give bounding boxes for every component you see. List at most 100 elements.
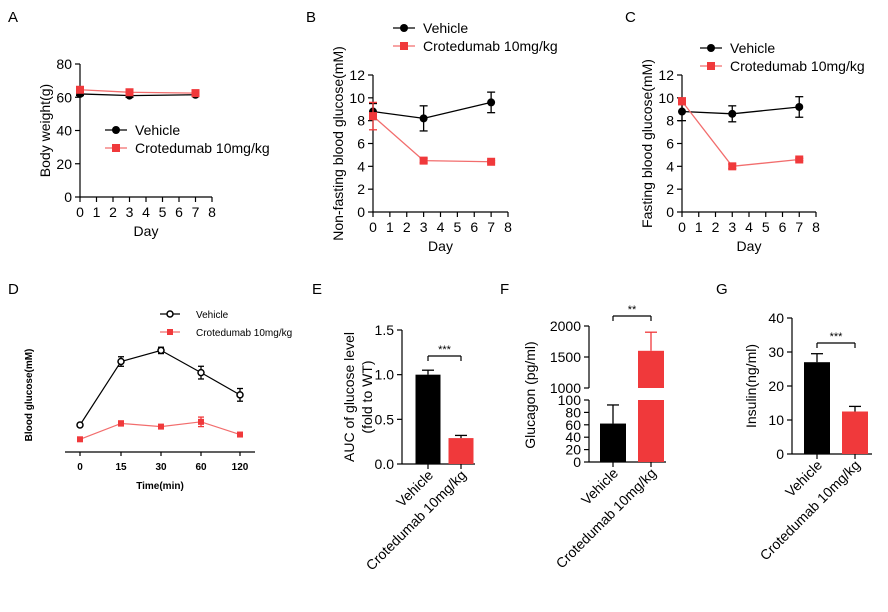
x-tick-label-b: 2 — [403, 219, 411, 235]
x-tick-label-b: 3 — [420, 219, 428, 235]
y-tick-label-a: 60 — [56, 89, 72, 105]
series-line-c-1 — [681, 100, 800, 168]
data-point-b-0 — [419, 114, 428, 123]
y-tick-label-g: 20 — [768, 378, 784, 394]
panel-label-g: G — [716, 281, 728, 298]
y-tick-label-f: 1000 — [550, 380, 581, 396]
x-tick-label-a: 0 — [76, 204, 84, 220]
series-line-a-0 — [79, 93, 196, 97]
legend-marker-d-0 — [166, 310, 174, 318]
data-point-a-1 — [125, 88, 134, 97]
x-tick-label-c: 0 — [678, 219, 686, 235]
y-tick-label-b: 12 — [349, 67, 365, 83]
legend-label-c-0: Vehicle — [730, 40, 775, 56]
y-tick-label-a: 80 — [56, 56, 72, 72]
y-tick-label-b: 2 — [357, 181, 365, 197]
data-point-d-1 — [158, 423, 164, 430]
bar-e-1 — [448, 438, 474, 464]
legend-label-c-1: Crotedumab 10mg/kg — [730, 58, 865, 74]
bar-e-0 — [415, 374, 441, 464]
y-tick-label-f: 40 — [565, 429, 581, 445]
y-tick-label-f: 80 — [565, 404, 581, 420]
y-axis-label-g: Insulin(ng/ml) — [743, 344, 759, 428]
y-tick-label-c: 12 — [658, 67, 674, 83]
legend-marker-b-1 — [400, 42, 408, 50]
y-axis-label-e-line2: (fold to WT) — [359, 360, 375, 433]
x-tick-label-d: 15 — [115, 462, 127, 473]
data-point-d-0 — [197, 368, 205, 377]
y-axis-label-e: AUC of glucose level — [341, 332, 357, 462]
y-tick-label-e: 1.5 — [375, 322, 395, 338]
x-tick-label-d: 60 — [195, 462, 207, 473]
legend-label-b-1: Crotedumab 10mg/kg — [423, 38, 558, 54]
data-point-d-0 — [157, 346, 165, 355]
panel-label-d: D — [8, 281, 19, 298]
legend-marker-a-0 — [112, 126, 120, 134]
x-axis-label-d: Time(min) — [136, 481, 184, 492]
y-tick-label-c: 8 — [666, 113, 674, 129]
y-tick-label-c: 6 — [666, 136, 674, 152]
x-tick-label-d: 0 — [77, 462, 83, 473]
x-tick-label-b: 8 — [504, 219, 512, 235]
x-tick-label-b: 4 — [437, 219, 445, 235]
y-tick-label-f: 100 — [558, 392, 582, 408]
y-tick-label-b: 8 — [357, 113, 365, 129]
significance-label-g: *** — [830, 331, 844, 343]
bar-f-1 — [638, 350, 664, 388]
y-tick-label-c: 10 — [658, 90, 674, 106]
legend-label-a-1: Crotedumab 10mg/kg — [135, 140, 270, 156]
x-tick-label-c: 7 — [795, 219, 803, 235]
legend-marker-c-0 — [707, 44, 715, 52]
y-axis-label-b: Non-fasting blood glucose(mM) — [330, 46, 346, 241]
legend-label-b-0: Vehicle — [423, 20, 468, 36]
y-axis-label-d: Blood glucose(mM) — [24, 349, 35, 442]
x-tick-label-b: 0 — [369, 219, 377, 235]
y-tick-label-f: 0 — [573, 454, 581, 470]
panel-label-b: B — [306, 9, 316, 26]
panel-label-e: E — [312, 281, 322, 298]
data-point-c-1 — [728, 162, 737, 171]
series-line-d-0 — [79, 349, 241, 426]
x-tick-label-b: 6 — [470, 219, 478, 235]
data-point-a-1 — [191, 89, 200, 98]
y-tick-label-e: 0.5 — [375, 411, 395, 427]
panel-label-c: C — [625, 9, 636, 26]
x-tick-label-b: 5 — [453, 219, 461, 235]
x-tick-label-b: 7 — [487, 219, 495, 235]
data-point-d-1 — [237, 431, 243, 438]
x-tick-label-d: 120 — [232, 462, 249, 473]
data-point-d-0 — [236, 391, 244, 399]
x-tick-label-c: 2 — [712, 219, 720, 235]
y-tick-label-a: 40 — [56, 123, 72, 139]
data-point-c-0 — [795, 102, 804, 111]
series-line-b-1 — [372, 115, 492, 163]
legend-label-d-0: Vehicle — [196, 310, 229, 321]
x-tick-label-d: 30 — [155, 462, 167, 473]
data-point-d-0 — [76, 421, 84, 429]
x-tick-label-a: 5 — [159, 204, 167, 220]
data-point-d-1 — [198, 418, 204, 425]
y-tick-label-c: 0 — [666, 204, 674, 220]
y-tick-label-b: 4 — [357, 158, 365, 174]
panel-label-a: A — [8, 9, 18, 26]
x-tick-label-c: 1 — [695, 219, 703, 235]
bar-g-0 — [804, 362, 830, 454]
y-tick-label-g: 30 — [768, 344, 784, 360]
y-tick-label-b: 6 — [357, 136, 365, 152]
panel-label-f: F — [500, 281, 509, 298]
x-tick-label-c: 5 — [762, 219, 770, 235]
series-line-c-0 — [681, 106, 800, 115]
x-tick-label-a: 8 — [208, 204, 216, 220]
x-tick-label-c: 3 — [728, 219, 736, 235]
x-tick-label-a: 6 — [175, 204, 183, 220]
series-line-a-1 — [79, 89, 196, 94]
significance-label-e: *** — [438, 344, 452, 356]
data-point-a-1 — [76, 85, 84, 94]
y-tick-label-g: 0 — [776, 446, 784, 462]
x-axis-label-c: Day — [737, 238, 762, 254]
bar-g-1 — [842, 411, 868, 454]
data-point-c-1 — [795, 155, 804, 164]
x-tick-label-a: 4 — [142, 204, 150, 220]
y-tick-label-c: 2 — [666, 181, 674, 197]
